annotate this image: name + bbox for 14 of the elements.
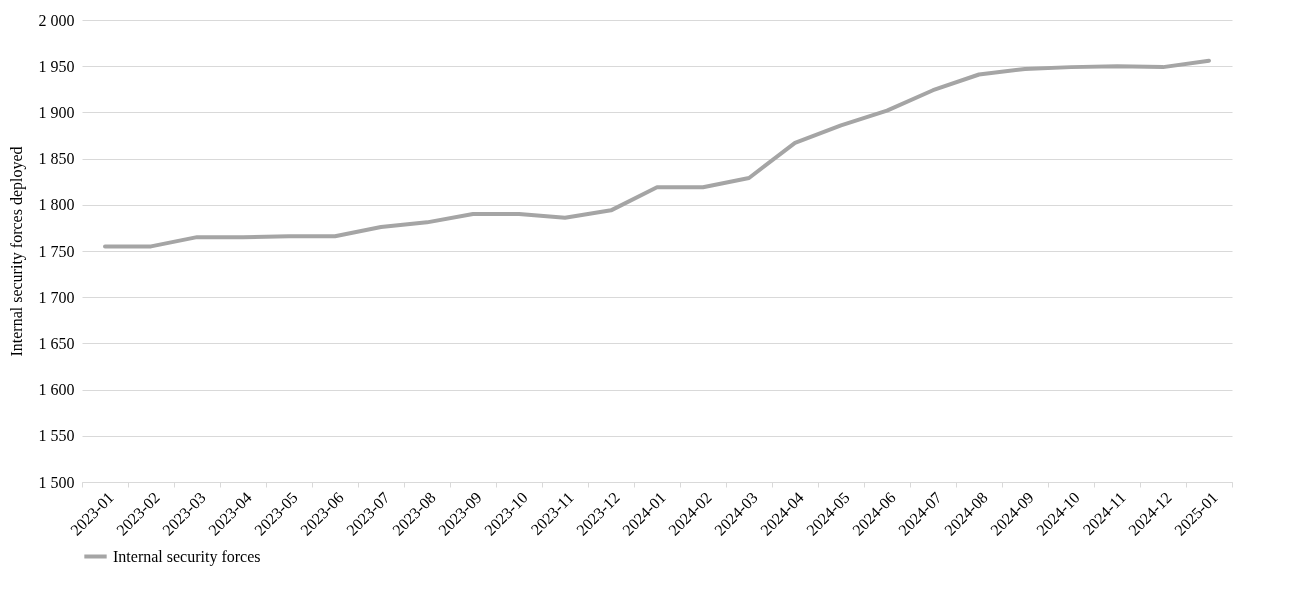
y-tick-label: 1 650	[38, 334, 75, 352]
y-tick-label: 1 900	[38, 103, 75, 121]
y-axis-title: Internal security forces deployed	[7, 146, 26, 357]
line-series	[103, 58, 1211, 249]
y-tick-label: 1 600	[38, 381, 75, 399]
y-tick-label: 1 700	[38, 288, 75, 306]
y-tick-label: 1 500	[38, 473, 75, 491]
y-tick-label: 2 000	[38, 11, 75, 29]
legend-label: Internal security forces	[113, 547, 261, 566]
y-tick-label: 1 750	[38, 242, 75, 260]
y-tick-label: 1 850	[38, 150, 75, 168]
y-tick-label: 1 950	[38, 57, 75, 75]
y-tick-label: 1 550	[38, 427, 75, 445]
y-tick-label: 1 800	[38, 196, 75, 214]
